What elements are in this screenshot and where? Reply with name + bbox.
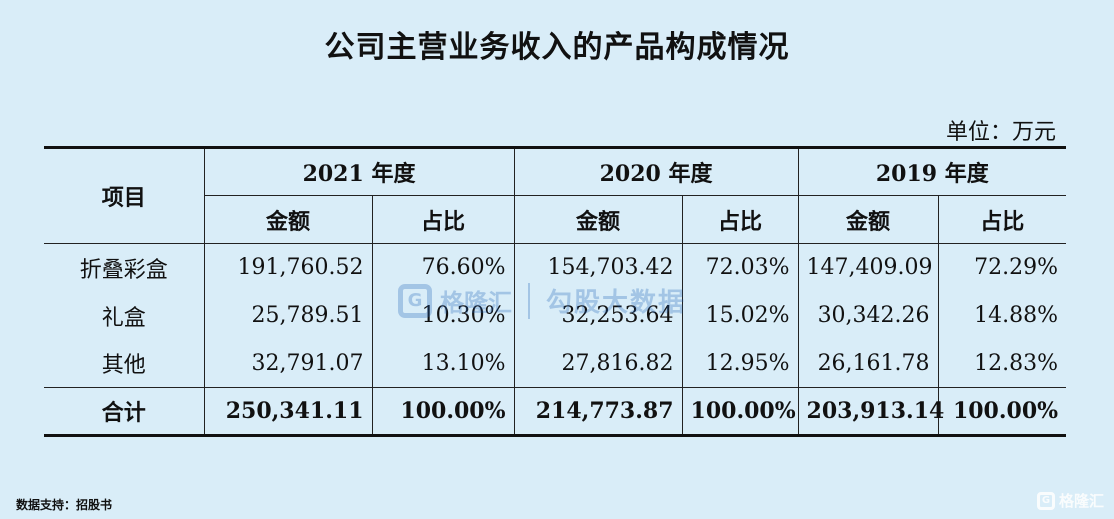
unit-label: 单位：万元 — [945, 120, 1056, 145]
page-title: 公司主营业务收入的产品构成情况 — [324, 30, 790, 65]
total-ratio-cell: 100.00% — [371, 387, 515, 437]
amount-header: 金额 — [513, 195, 683, 244]
ratio-cell: 14.88% — [937, 291, 1067, 340]
table-row: 其他 32,791.07 13.10% 27,816.82 12.95% 26,… — [44, 339, 1067, 388]
amount-cell: 32,253.64 — [513, 291, 683, 340]
header-row-subs: 金额 占比 金额 占比 金额 占比 — [44, 195, 1067, 244]
total-ratio-cell: 100.00% — [937, 387, 1067, 437]
table-row: 礼盒 25,789.51 10.30% 32,253.64 15.02% 30,… — [44, 291, 1067, 340]
total-row: 合计 250,341.11 100.00% 214,773.87 100.00%… — [44, 387, 1067, 437]
amount-cell: 30,342.26 — [797, 291, 939, 340]
gelonghui-logo-icon: G — [1036, 491, 1055, 510]
source-note: 数据支持：招股书 — [16, 498, 113, 512]
table-row: 折叠彩盒 191,760.52 76.60% 154,703.42 72.03%… — [44, 243, 1067, 292]
ratio-cell: 13.10% — [371, 339, 515, 388]
ratio-cell: 72.03% — [681, 243, 799, 292]
amount-cell: 191,760.52 — [203, 243, 373, 292]
amount-cell: 147,409.09 — [797, 243, 939, 292]
total-amount-cell: 203,913.14 — [797, 387, 944, 437]
ratio-cell: 72.29% — [937, 243, 1067, 292]
amount-cell: 32,791.07 — [203, 339, 373, 388]
total-label: 合计 — [44, 387, 205, 437]
row-label: 折叠彩盒 — [44, 243, 205, 292]
amount-cell: 154,703.42 — [513, 243, 683, 292]
row-label: 其他 — [44, 339, 205, 388]
year-header-2021: 2021 年度 — [203, 146, 515, 196]
amount-header: 金额 — [797, 195, 939, 244]
item-header: 项目 — [44, 146, 205, 244]
ratio-cell: 12.83% — [937, 339, 1067, 388]
total-amount-cell: 250,341.11 — [203, 387, 373, 437]
ratio-cell: 76.60% — [371, 243, 515, 292]
amount-cell: 26,161.78 — [797, 339, 939, 388]
row-label: 礼盒 — [44, 291, 205, 340]
amount-header: 金额 — [203, 195, 373, 244]
ratio-header: 占比 — [937, 195, 1067, 244]
revenue-table: 项目 2021 年度 2020 年度 2019 年度 金额 占比 金额 占比 金… — [44, 146, 1067, 437]
total-amount-cell: 214,773.87 — [513, 387, 683, 437]
header-row-years: 项目 2021 年度 2020 年度 2019 年度 — [44, 146, 1067, 244]
amount-cell: 27,816.82 — [513, 339, 683, 388]
corner-brand-name: 格隆汇 — [1058, 492, 1104, 510]
ratio-cell: 10.30% — [371, 291, 515, 340]
year-header-2019: 2019 年度 — [797, 146, 1067, 196]
year-header-2020: 2020 年度 — [513, 146, 799, 196]
ratio-header: 占比 — [371, 195, 515, 244]
ratio-cell: 12.95% — [681, 339, 799, 388]
amount-cell: 25,789.51 — [203, 291, 373, 340]
corner-brand: G 格隆汇 — [1036, 490, 1104, 511]
ratio-header: 占比 — [681, 195, 799, 244]
total-ratio-cell: 100.00% — [681, 387, 799, 437]
ratio-cell: 15.02% — [681, 291, 799, 340]
